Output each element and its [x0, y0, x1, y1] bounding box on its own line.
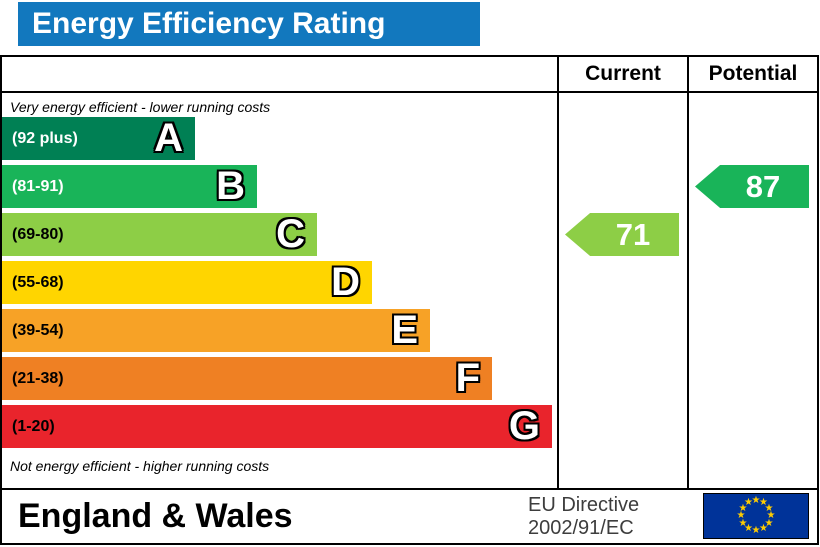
current-rating-arrow: 71	[565, 213, 679, 256]
band-bar-f: (21-38) F	[2, 357, 492, 400]
band-row-c: (69-80) C	[2, 213, 557, 256]
body-row: Very energy efficient - lower running co…	[2, 93, 817, 490]
eu-star-icon: ★	[764, 517, 774, 529]
band-bar-d: (55-68) D	[2, 261, 372, 304]
note-bottom: Not energy efficient - higher running co…	[10, 458, 270, 474]
potential-rating-cell: 87	[689, 93, 817, 488]
band-bar-g: (1-20) G	[2, 405, 552, 448]
band-bar-c: (69-80) C	[2, 213, 317, 256]
region-label: England & Wales	[18, 497, 293, 535]
eu-star-icon: ★	[736, 510, 746, 521]
band-row-f: (21-38) F	[2, 357, 557, 400]
note-top: Very energy efficient - lower running co…	[10, 99, 271, 115]
band-row-b: (81-91) B	[2, 165, 557, 208]
band-bar-e: (39-54) E	[2, 309, 430, 352]
eu-star-icon: ★	[759, 497, 768, 508]
band-letter: C	[276, 213, 305, 256]
bands-column: Very energy efficient - lower running co…	[2, 93, 559, 488]
eu-directive-label: EU Directive 2002/91/EC	[528, 494, 639, 540]
footer: England & Wales EU Directive 2002/91/EC …	[2, 490, 817, 543]
eu-star-icon: ★	[764, 502, 774, 514]
band-row-e: (39-54) E	[2, 309, 557, 352]
band-letter: B	[216, 165, 245, 208]
band-range-label: (21-38)	[12, 369, 64, 387]
band-letter: A	[154, 117, 183, 160]
current-rating-cell: 71	[559, 93, 689, 488]
current-rating-value: 71	[615, 216, 651, 252]
band-range-label: (1-20)	[12, 417, 55, 435]
band-range-label: (69-80)	[12, 225, 64, 243]
band-bar-b: (81-91) B	[2, 165, 257, 208]
band-range-label: (39-54)	[12, 321, 64, 339]
eu-directive-line1: EU Directive	[528, 494, 640, 516]
eu-star-icon: ★	[766, 510, 776, 521]
band-range-label: (81-91)	[12, 177, 64, 195]
column-header-current: Current	[559, 57, 689, 91]
header-chart-spacer	[2, 57, 559, 91]
rating-table: Current Potential Very energy efficient …	[0, 55, 819, 545]
column-header-potential: Potential	[708, 62, 798, 85]
eu-star-icon: ★	[751, 495, 761, 506]
eu-star-icon: ★	[759, 522, 768, 534]
eu-directive-line2: 2002/91/EC	[528, 517, 634, 539]
band-row-a: (92 plus) A	[2, 117, 557, 160]
potential-rating-arrow: 87	[695, 165, 809, 208]
band-letter: E	[391, 309, 418, 352]
band-letter: F	[455, 357, 480, 400]
band-letter: G	[508, 405, 540, 448]
eu-star-icon: ★	[744, 522, 753, 534]
page-title: Energy Efficiency Rating	[32, 7, 386, 40]
eu-star-icon: ★	[744, 497, 753, 508]
band-range-label: (55-68)	[12, 273, 64, 291]
band-row-g: (1-20) G	[2, 405, 557, 448]
band-bar-a: (92 plus) A	[2, 117, 195, 160]
eu-star-icon: ★	[738, 517, 748, 529]
potential-rating-value: 87	[745, 168, 781, 204]
band-row-d: (55-68) D	[2, 261, 557, 304]
eu-star-icon: ★	[751, 525, 761, 536]
eu-flag: ★ ★ ★ ★ ★ ★ ★ ★ ★ ★ ★ ★	[703, 493, 809, 539]
header-row: Current Potential	[2, 57, 817, 93]
band-letter: D	[331, 261, 360, 304]
title-bar: Energy Efficiency Rating	[18, 2, 480, 46]
band-range-label: (92 plus)	[12, 129, 78, 147]
eu-star-icon: ★	[738, 502, 748, 514]
